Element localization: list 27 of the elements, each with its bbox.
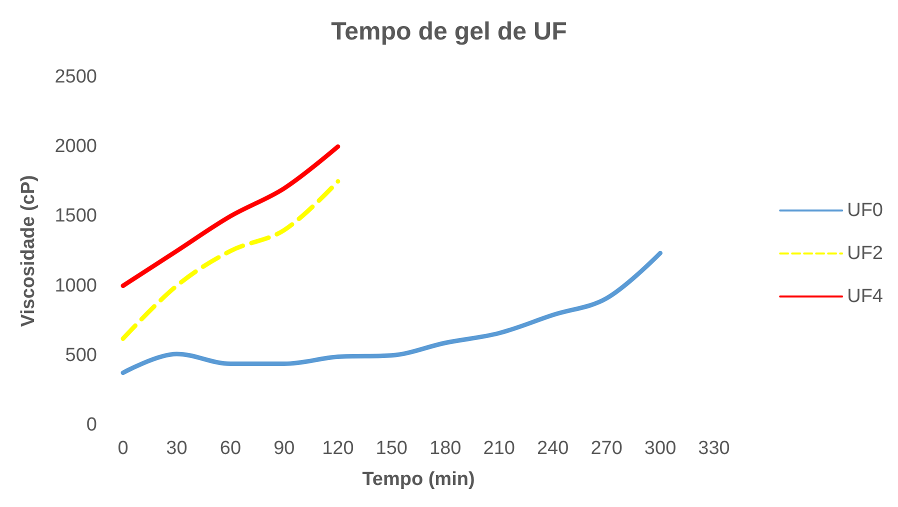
x-tick-label: 0 <box>118 438 128 459</box>
y-axis-title: Viscosidade (cP) <box>18 175 39 327</box>
line-series <box>120 144 340 288</box>
x-tick-label: 180 <box>430 438 462 459</box>
x-tick-label: 60 <box>220 438 242 459</box>
y-tick-label: 1500 <box>54 206 97 227</box>
legend-label: UF0 <box>847 200 884 221</box>
y-tick-label: 2500 <box>54 66 97 88</box>
y-tick-label: 0 <box>86 414 97 436</box>
line-series <box>120 179 340 341</box>
x-tick-label: 300 <box>644 438 676 459</box>
x-tick-label: 90 <box>274 438 295 459</box>
y-tick-label: 2000 <box>54 136 97 158</box>
chart-title: Tempo de gel de UF <box>331 18 567 46</box>
y-tick-label: 500 <box>65 344 97 366</box>
x-tick-label: 210 <box>483 438 515 459</box>
x-tick-label: 150 <box>376 438 408 459</box>
legend-label: UF2 <box>847 243 884 264</box>
x-tick-label: 120 <box>322 438 354 459</box>
y-tick-label: 1000 <box>54 275 97 296</box>
x-tick-label: 30 <box>166 438 188 459</box>
x-tick-label: 330 <box>698 438 730 459</box>
x-axis-title: Tempo (min) <box>362 469 475 490</box>
x-tick-label: 270 <box>590 438 622 459</box>
x-tick-label: 240 <box>536 438 569 459</box>
legend-label: UF4 <box>847 286 884 307</box>
line-series <box>120 250 663 376</box>
